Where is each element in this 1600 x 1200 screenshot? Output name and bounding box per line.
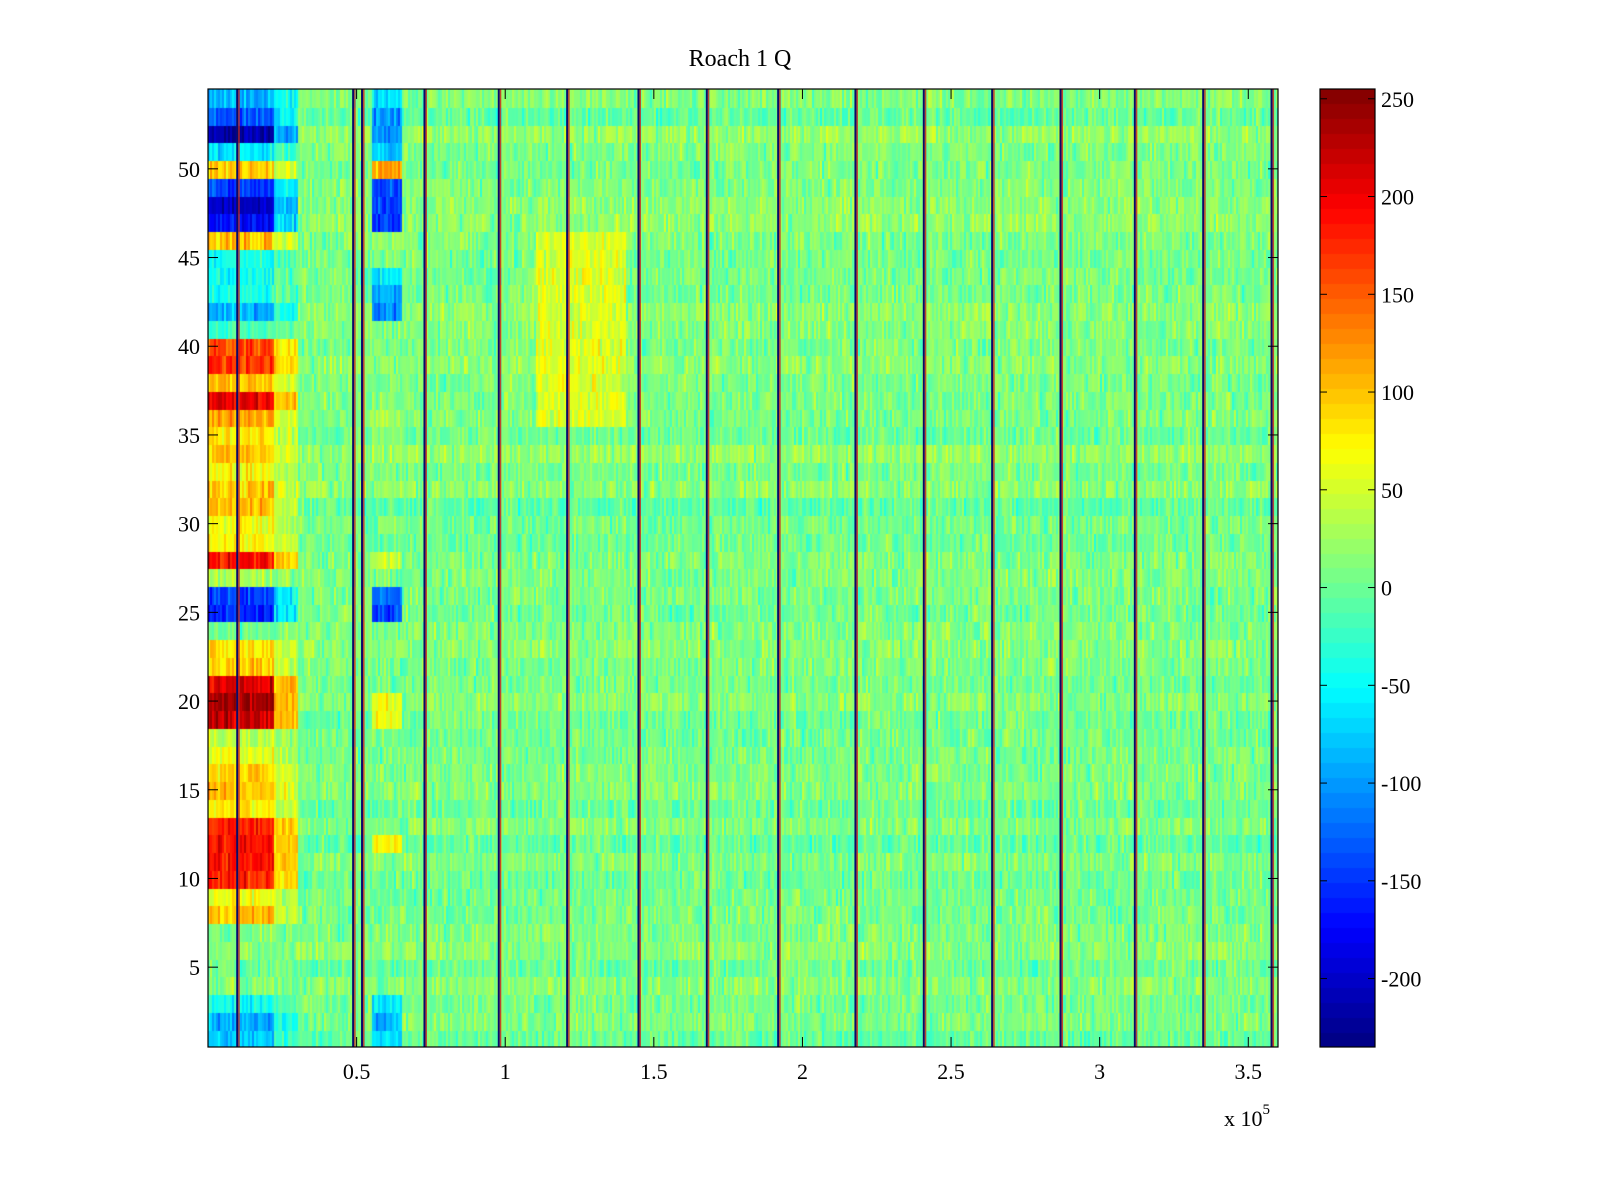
stripe-dark-6: [566, 89, 569, 1047]
y-tick-label: 5: [189, 955, 200, 980]
y-tick-label: 15: [178, 778, 200, 803]
colorbar-raster-container: [1320, 89, 1375, 1047]
stripe-red-4: [425, 89, 427, 1047]
stripe-dark-5: [497, 89, 500, 1047]
x-tick-label: 2: [797, 1059, 808, 1084]
stripe-red-5: [499, 89, 502, 1047]
stripe-dark-4: [423, 89, 426, 1047]
stripe-red-14: [1135, 89, 1138, 1047]
y-tick-label: 25: [178, 600, 200, 625]
colorbar-tick-label: -50: [1381, 673, 1410, 698]
stripe-red-9: [779, 89, 781, 1047]
y-axis: 5 10 15 20 25 30 35 40 45 50: [178, 157, 1278, 980]
x-exponent-base: x 10: [1224, 1106, 1263, 1131]
colorbar-tick-label: 250: [1381, 87, 1414, 112]
stripe-dark-16: [1270, 89, 1273, 1047]
stripe-dark-9: [777, 89, 780, 1047]
colorbar-frame: [1319, 88, 1376, 1048]
x-tick-label: 3: [1094, 1059, 1105, 1084]
stripe-red-16: [1272, 89, 1275, 1047]
stripe-red-15: [1204, 89, 1206, 1047]
x-axis: 0.5 1 1.5 2 2.5 3 3.5: [343, 89, 1262, 1084]
x-tick-label: 0.5: [343, 1059, 371, 1084]
colorbar-tick-label: 100: [1381, 380, 1414, 405]
stripe-dark-15: [1202, 89, 1205, 1047]
x-tick-label: 1.5: [640, 1059, 668, 1084]
colorbar-tick-label: -200: [1381, 967, 1421, 992]
colorbar-tick-label: 50: [1381, 478, 1403, 503]
stripe-red-11: [924, 89, 927, 1047]
colorbar-axis: 250 200 150 100 50 0 -50 -100 -150 -200: [1320, 87, 1421, 992]
x-exponent-power: 5: [1263, 1102, 1271, 1118]
x-exponent-label: x 105: [1224, 1102, 1270, 1131]
y-tick-label: 50: [178, 157, 200, 182]
stripe-dark-2: [352, 89, 355, 1047]
stripe-dark-14: [1133, 89, 1136, 1047]
x-tick-label: 1: [500, 1059, 511, 1084]
vertical-stripes: [236, 89, 1275, 1047]
colorbar-tick-label: -100: [1381, 771, 1421, 796]
stripe-red-6: [568, 89, 570, 1047]
chart-title: Roach 1 Q: [689, 46, 792, 72]
heatmap-raster: [208, 89, 1278, 1047]
y-tick-label: 20: [178, 689, 200, 714]
heatmap-raster-container: [208, 89, 1278, 1047]
plot-frame: [207, 88, 1279, 1048]
stripe-red-7: [639, 89, 641, 1047]
colorbar-tick-label: 0: [1381, 576, 1392, 601]
y-tick-label: 40: [178, 334, 200, 359]
stripe-red-8: [707, 89, 710, 1047]
y-tick-label: 45: [178, 246, 200, 271]
colorbar-tick-label: -150: [1381, 869, 1421, 894]
stripe-red-12: [993, 89, 995, 1047]
stripe-dark-10: [854, 89, 857, 1047]
stripe-red-13: [1061, 89, 1064, 1047]
stripe-dark-13: [1059, 89, 1062, 1047]
x-tick-label: 3.5: [1235, 1059, 1263, 1084]
y-tick-label: 10: [178, 866, 200, 891]
colorbar-raster: [1320, 89, 1375, 1047]
y-tick-label: 30: [178, 512, 200, 537]
y-tick-label: 35: [178, 423, 200, 448]
stripe-red-10: [856, 89, 858, 1047]
stripe-dark-11: [922, 89, 925, 1047]
stripe-red-2: [354, 89, 356, 1047]
stripe-dark-12: [991, 89, 994, 1047]
stripe-red-3: [363, 89, 365, 1047]
stripe-dark-8: [705, 89, 708, 1047]
x-tick-label: 2.5: [937, 1059, 965, 1084]
stripe-dark-1: [236, 89, 239, 1047]
stripe-dark-3: [361, 89, 364, 1047]
stripe-red-1: [238, 89, 240, 1047]
colorbar-tick-label: 200: [1381, 185, 1414, 210]
stripe-dark-7: [637, 89, 640, 1047]
colorbar-tick-label: 150: [1381, 282, 1414, 307]
